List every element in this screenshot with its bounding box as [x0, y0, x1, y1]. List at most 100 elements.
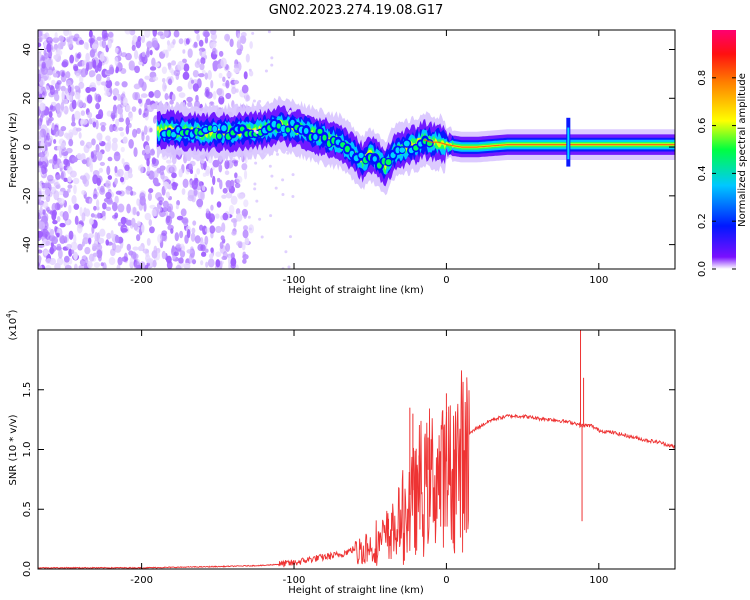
ridge-blob-core — [216, 133, 222, 139]
noise-speckle — [254, 161, 258, 165]
noise-speckle — [189, 169, 194, 175]
noise-speckle — [235, 213, 243, 222]
x-tick-label: -100 — [283, 575, 306, 586]
noise-speckle — [114, 234, 120, 244]
noise-speckle — [72, 177, 80, 185]
noise-speckle — [66, 79, 72, 87]
noise-speckle — [73, 234, 77, 244]
noise-speckle — [67, 176, 72, 183]
figure-title: GN02.2023.274.19.08.G17 — [269, 3, 444, 18]
noise-speckle — [212, 90, 217, 100]
noise-speckle — [63, 177, 68, 182]
noise-speckle — [287, 111, 291, 115]
noise-speckle — [106, 165, 111, 176]
noise-speckle — [286, 151, 290, 155]
noise-speckle — [44, 52, 49, 59]
noise-speckle — [94, 214, 98, 219]
noise-speckle — [47, 69, 53, 76]
y-tick-label: 0.5 — [22, 501, 33, 517]
noise-speckle — [100, 125, 106, 132]
noise-speckle — [70, 249, 75, 255]
noise-speckle — [153, 89, 161, 99]
noise-speckle — [67, 184, 73, 189]
noise-speckle — [38, 42, 42, 48]
noise-speckle — [230, 195, 238, 206]
noise-speckle — [38, 51, 42, 61]
noise-speckle — [171, 172, 177, 179]
noise-speckle — [253, 105, 257, 109]
noise-speckle — [120, 146, 125, 153]
noise-speckle — [225, 192, 233, 199]
noise-speckle — [51, 79, 56, 86]
noise-speckle — [95, 73, 102, 82]
noise-speckle — [85, 141, 93, 149]
noise-speckle — [200, 57, 206, 65]
noise-speckle — [95, 93, 101, 103]
noise-speckle — [39, 114, 44, 123]
noise-speckle — [47, 209, 53, 214]
y-tick-label: 1.5 — [22, 382, 33, 398]
noise-speckle — [68, 204, 72, 214]
noise-speckle — [82, 175, 87, 185]
noise-speckle — [234, 172, 238, 179]
noise-speckle — [252, 99, 256, 103]
ridge-disturbance-core — [567, 127, 570, 160]
noise-speckle — [62, 190, 69, 198]
noise-speckle — [107, 156, 113, 162]
noise-speckle — [204, 36, 209, 44]
noise-speckle — [117, 203, 125, 213]
noise-speckle — [182, 178, 189, 188]
noise-speckle — [220, 57, 227, 68]
noise-speckle — [134, 50, 139, 60]
noise-speckle — [267, 30, 271, 34]
snr-scale-exp: 4 — [5, 313, 13, 318]
noise-speckle — [112, 88, 120, 96]
noise-speckle — [128, 112, 134, 122]
noise-speckle — [164, 92, 169, 101]
noise-speckle — [91, 43, 99, 50]
noise-speckle — [216, 201, 222, 208]
noise-speckle — [165, 211, 169, 217]
noise-speckle — [248, 68, 252, 72]
noise-speckle — [175, 264, 182, 269]
noise-speckle — [128, 64, 136, 71]
noise-speckle — [234, 182, 241, 189]
noise-speckle — [145, 135, 150, 142]
noise-speckle — [161, 66, 168, 75]
noise-speckle — [38, 198, 41, 206]
noise-speckle — [241, 37, 246, 45]
ridge-blob-core — [322, 134, 327, 141]
noise-speckle — [230, 218, 238, 223]
noise-speckle — [146, 40, 153, 49]
noise-speckle — [146, 238, 151, 246]
noise-speckle — [40, 141, 45, 149]
noise-speckle — [117, 107, 123, 115]
noise-speckle — [138, 108, 142, 116]
noise-speckle — [191, 259, 197, 265]
noise-speckle — [264, 152, 268, 156]
x-tick-label: -200 — [130, 275, 153, 286]
noise-speckle — [186, 249, 193, 254]
noise-speckle — [241, 208, 248, 217]
noise-speckle — [165, 191, 170, 199]
ridge-blob-core — [344, 145, 350, 153]
noise-speckle — [132, 35, 138, 43]
noise-speckle — [55, 184, 61, 189]
ridge-blob-core — [317, 128, 323, 135]
noise-speckle — [105, 191, 112, 199]
noise-speckle — [136, 220, 141, 227]
noise-speckle — [249, 70, 254, 77]
ridge-peak-line — [423, 139, 675, 148]
noise-speckle — [38, 212, 41, 218]
noise-speckle — [137, 245, 144, 252]
noise-speckle — [162, 82, 167, 92]
noise-speckle — [64, 255, 70, 263]
noise-speckle — [281, 178, 285, 182]
noise-speckle — [68, 30, 72, 37]
noise-speckle — [38, 36, 43, 43]
noise-speckle — [52, 37, 60, 43]
noise-speckle — [114, 81, 120, 87]
noise-speckle — [132, 246, 139, 251]
noise-speckle — [38, 152, 46, 158]
noise-speckle — [91, 138, 96, 146]
